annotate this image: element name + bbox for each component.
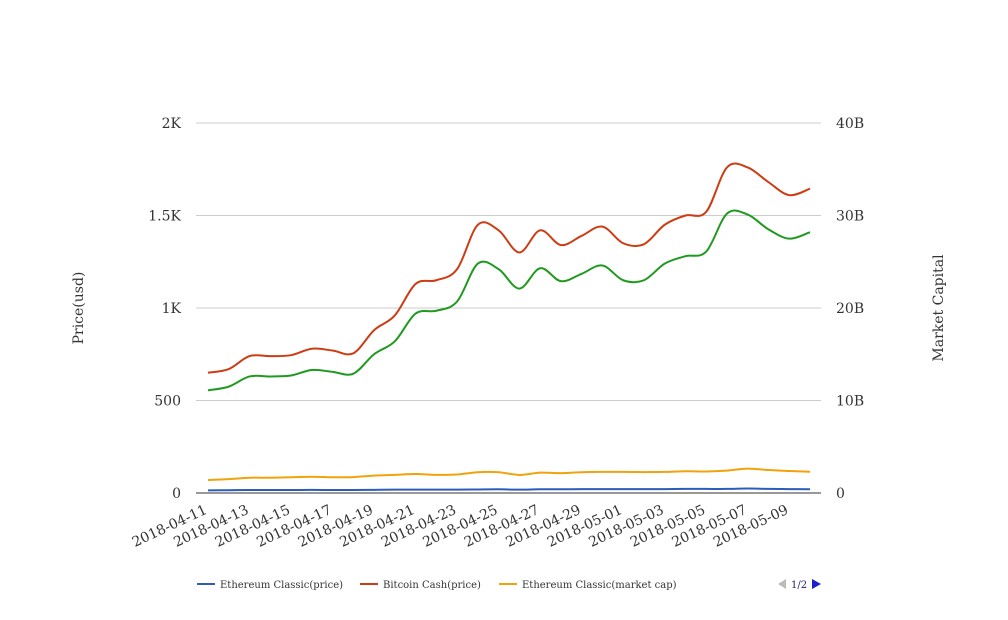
pager-prev-icon[interactable] <box>778 579 786 589</box>
y-left-tick-label: 1.5K <box>148 209 181 225</box>
y-right-tick-label: 10B <box>836 394 864 410</box>
y-left-tick-label: 0 <box>172 486 181 502</box>
y-right-tick-label: 40B <box>836 116 864 132</box>
legend-entry[interactable]: Ethereum Classic(market cap) <box>522 580 677 591</box>
series-line-0 <box>207 487 811 492</box>
y-axis-right-title: Market Capital <box>931 254 947 362</box>
series-line-1 <box>207 162 811 374</box>
gridlines <box>196 122 821 401</box>
pager-next-icon[interactable] <box>812 579 821 589</box>
y-left-tick-label: 500 <box>154 394 181 410</box>
legend: Ethereum Classic(price) Bitcoin Cash(pric… <box>197 580 677 591</box>
y-right-tick-label: 20B <box>836 301 864 317</box>
y-left-tick-label: 1K <box>162 301 182 317</box>
legend-entry[interactable]: Bitcoin Cash(price) <box>383 580 481 591</box>
y-right-tick-label: 0 <box>836 486 845 502</box>
series-line-2 <box>207 209 811 392</box>
legend-entry[interactable]: Ethereum Classic(price) <box>220 580 343 591</box>
series-lines <box>207 162 811 492</box>
y-left-tick-label: 2K <box>162 116 182 132</box>
series-line-3 <box>207 467 811 482</box>
pager-label: 1/2 <box>791 580 807 591</box>
left-axis-ticks: 0 500 1K 1.5K 2K <box>148 116 181 502</box>
x-axis-ticks: 2018-04-112018-04-132018-04-152018-04-17… <box>130 502 791 551</box>
y-axis-left-title: Price(usd) <box>71 272 87 345</box>
legend-pager: 1/2 <box>778 579 821 591</box>
y-right-tick-label: 30B <box>836 209 864 225</box>
right-axis-ticks: 0 10B 20B 30B 40B <box>836 116 864 502</box>
